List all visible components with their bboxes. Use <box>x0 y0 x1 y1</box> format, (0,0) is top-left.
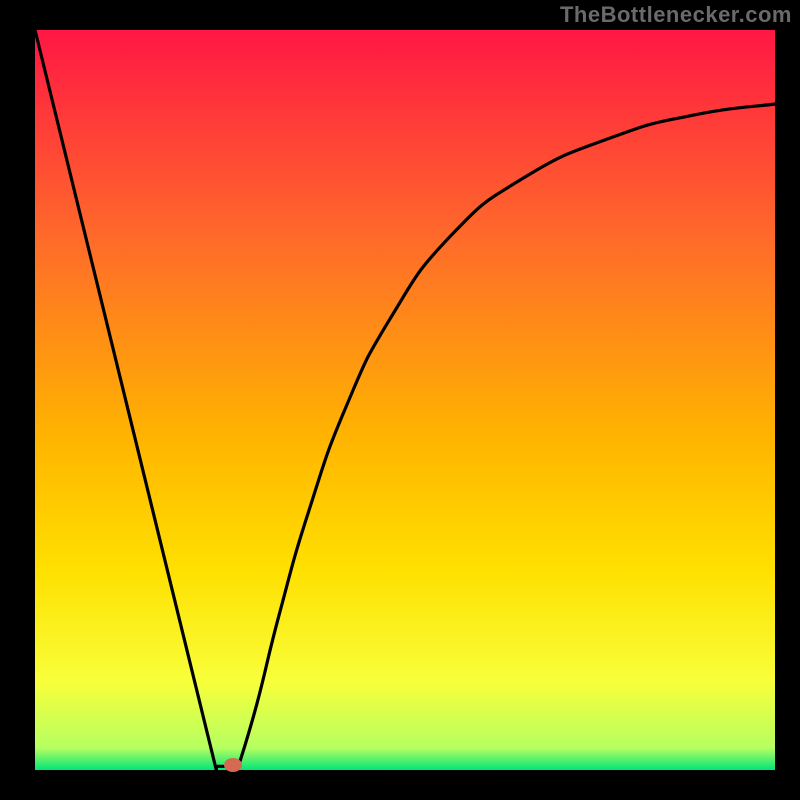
optimal-point-marker <box>224 758 242 772</box>
chart-frame: TheBottlenecker.com <box>0 0 800 800</box>
bottleneck-curve <box>0 0 800 800</box>
